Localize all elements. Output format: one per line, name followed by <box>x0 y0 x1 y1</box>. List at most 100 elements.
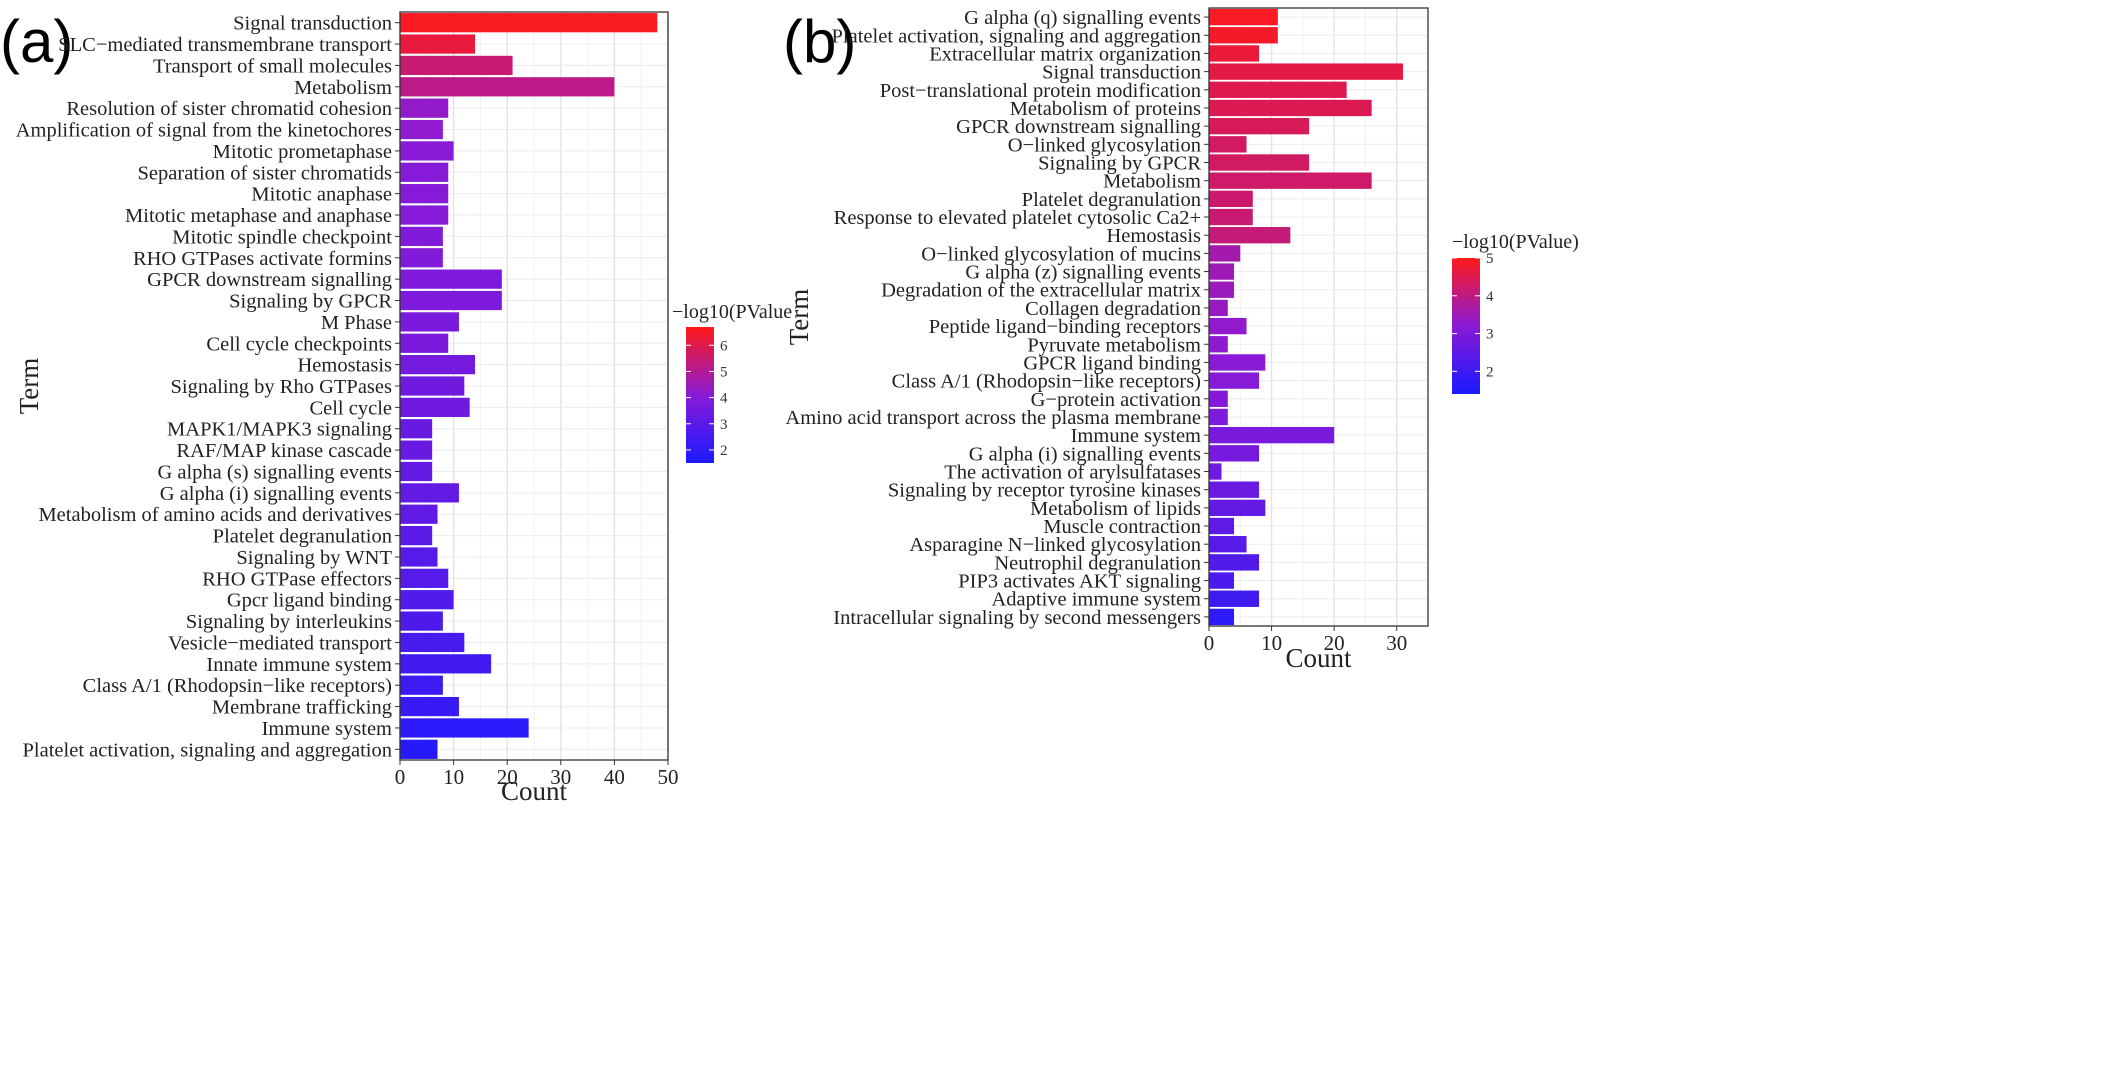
legend-tick-label: 4 <box>1486 289 1494 305</box>
term-label: The activation of arylsulfatases <box>944 462 1201 484</box>
term-label: Metabolism of lipids <box>1030 498 1201 520</box>
term-label: Platelet degranulation <box>213 526 392 548</box>
term-label: M Phase <box>321 312 392 334</box>
x-tick-label: 20 <box>497 765 518 789</box>
bar-24 <box>400 504 438 524</box>
bar-24 <box>1209 426 1335 444</box>
term-label: Signal transduction <box>233 13 392 35</box>
bar-27 <box>400 568 449 588</box>
bar-23 <box>400 483 459 503</box>
term-label: G alpha (z) signalling events <box>965 262 1201 284</box>
term-label: Signaling by interleukins <box>186 611 392 633</box>
term-label: Signal transduction <box>1042 62 1201 84</box>
bar-21 <box>400 440 433 460</box>
term-label: Mitotic spindle checkpoint <box>172 226 392 248</box>
bar-7 <box>1209 117 1310 135</box>
bar-14 <box>400 290 502 311</box>
term-label: Muscle contraction <box>1043 516 1201 538</box>
bar-22 <box>1209 390 1228 407</box>
term-label: G alpha (s) signalling events <box>157 461 392 483</box>
panel-label: (a) <box>0 8 73 75</box>
bar-32 <box>1209 572 1235 589</box>
term-label: Immune system <box>1071 425 1201 447</box>
legend-tick-label: 3 <box>720 417 728 433</box>
bar-17 <box>400 355 476 375</box>
term-label: Asparagine N−linked glycosylation <box>909 534 1201 556</box>
bar-33 <box>400 696 459 717</box>
bar-35 <box>400 739 438 759</box>
bar-28 <box>1209 499 1266 517</box>
bar-16 <box>400 333 449 353</box>
term-label: Intracellular signaling by second messen… <box>833 607 1201 629</box>
term-label: Platelet activation, signaling and aggre… <box>832 25 1201 47</box>
term-label: Vesicle−mediated transport <box>168 632 392 654</box>
bar-20 <box>1209 354 1266 371</box>
term-label: Class A/1 (Rhodopsin−like receptors) <box>83 675 392 697</box>
term-label: Resolution of sister chromatid cohesion <box>66 98 392 120</box>
term-label: MAPK1/MAPK3 signaling <box>167 419 392 441</box>
legend-tick-label: 2 <box>720 443 728 459</box>
term-label: Amplification of signal from the kinetoc… <box>16 120 392 142</box>
x-tick-label: 10 <box>1261 631 1282 655</box>
bar-10 <box>1209 172 1372 189</box>
term-label: Pyruvate metabolism <box>1027 334 1201 356</box>
term-label: Separation of sister chromatids <box>138 162 393 184</box>
term-label: Immune system <box>262 718 392 740</box>
term-label: Platelet activation, signaling and aggre… <box>23 739 392 761</box>
x-tick-label: 0 <box>1204 631 1215 655</box>
term-label: Platelet degranulation <box>1022 189 1201 211</box>
term-label: Adaptive immune system <box>991 589 1201 611</box>
legend-title: −log10(PValue) <box>1452 231 1579 253</box>
legend-tick-label: 2 <box>1486 364 1494 380</box>
term-label: Metabolism of amino acids and derivative… <box>38 504 392 526</box>
term-label: Transport of small molecules <box>153 55 392 77</box>
bar-6 <box>400 119 443 140</box>
term-label: RHO GTPases activate formins <box>133 248 392 270</box>
bar-18 <box>1209 317 1247 335</box>
term-label: O−linked glycosylation <box>1008 134 1201 156</box>
bar-15 <box>1209 263 1235 280</box>
bar-2 <box>1209 27 1278 44</box>
y-axis-title: Term <box>784 289 814 346</box>
bar-11 <box>1209 190 1253 208</box>
term-label: Mitotic metaphase and anaphase <box>125 205 392 227</box>
term-label: Amino acid transport across the plasma m… <box>785 407 1201 429</box>
term-label: Cell cycle checkpoints <box>206 333 392 355</box>
bar-5 <box>1209 81 1347 98</box>
bar-32 <box>400 675 443 695</box>
term-label: Innate immune system <box>206 654 392 676</box>
bar-26 <box>400 547 438 567</box>
bar-13 <box>1209 227 1291 244</box>
legend-tick-label: 6 <box>720 338 728 354</box>
term-label: Gpcr ligand binding <box>227 590 392 612</box>
x-tick-label: 0 <box>395 765 406 789</box>
bar-19 <box>400 397 470 417</box>
bar-33 <box>1209 590 1260 607</box>
term-label: Metabolism <box>294 77 392 99</box>
bar-31 <box>400 654 492 674</box>
bar-6 <box>1209 99 1372 117</box>
x-axis-title: Count <box>1285 643 1352 673</box>
bar-22 <box>400 461 433 482</box>
panel-label: (b) <box>783 8 856 75</box>
bar-21 <box>1209 372 1260 389</box>
term-label: G alpha (i) signalling events <box>160 483 392 505</box>
bar-20 <box>400 419 433 439</box>
term-label: Peptide ligand−binding receptors <box>929 316 1201 338</box>
term-label: Signaling by receptor tyrosine kinases <box>888 480 1201 502</box>
bar-1 <box>1209 8 1278 26</box>
bar-18 <box>400 376 465 396</box>
term-label: Extracellular matrix organization <box>929 43 1201 65</box>
term-label: GPCR ligand binding <box>1023 352 1201 374</box>
term-label: Class A/1 (Rhodopsin−like receptors) <box>892 371 1201 393</box>
bar-10 <box>400 205 449 225</box>
term-label: G−protein activation <box>1031 389 1201 411</box>
bar-31 <box>1209 554 1260 571</box>
x-tick-label: 40 <box>604 765 625 789</box>
bar-29 <box>400 611 443 631</box>
term-label: GPCR downstream signalling <box>147 269 392 291</box>
bar-8 <box>400 162 449 182</box>
term-label: Signaling by GPCR <box>1038 153 1201 175</box>
bar-11 <box>400 226 443 247</box>
